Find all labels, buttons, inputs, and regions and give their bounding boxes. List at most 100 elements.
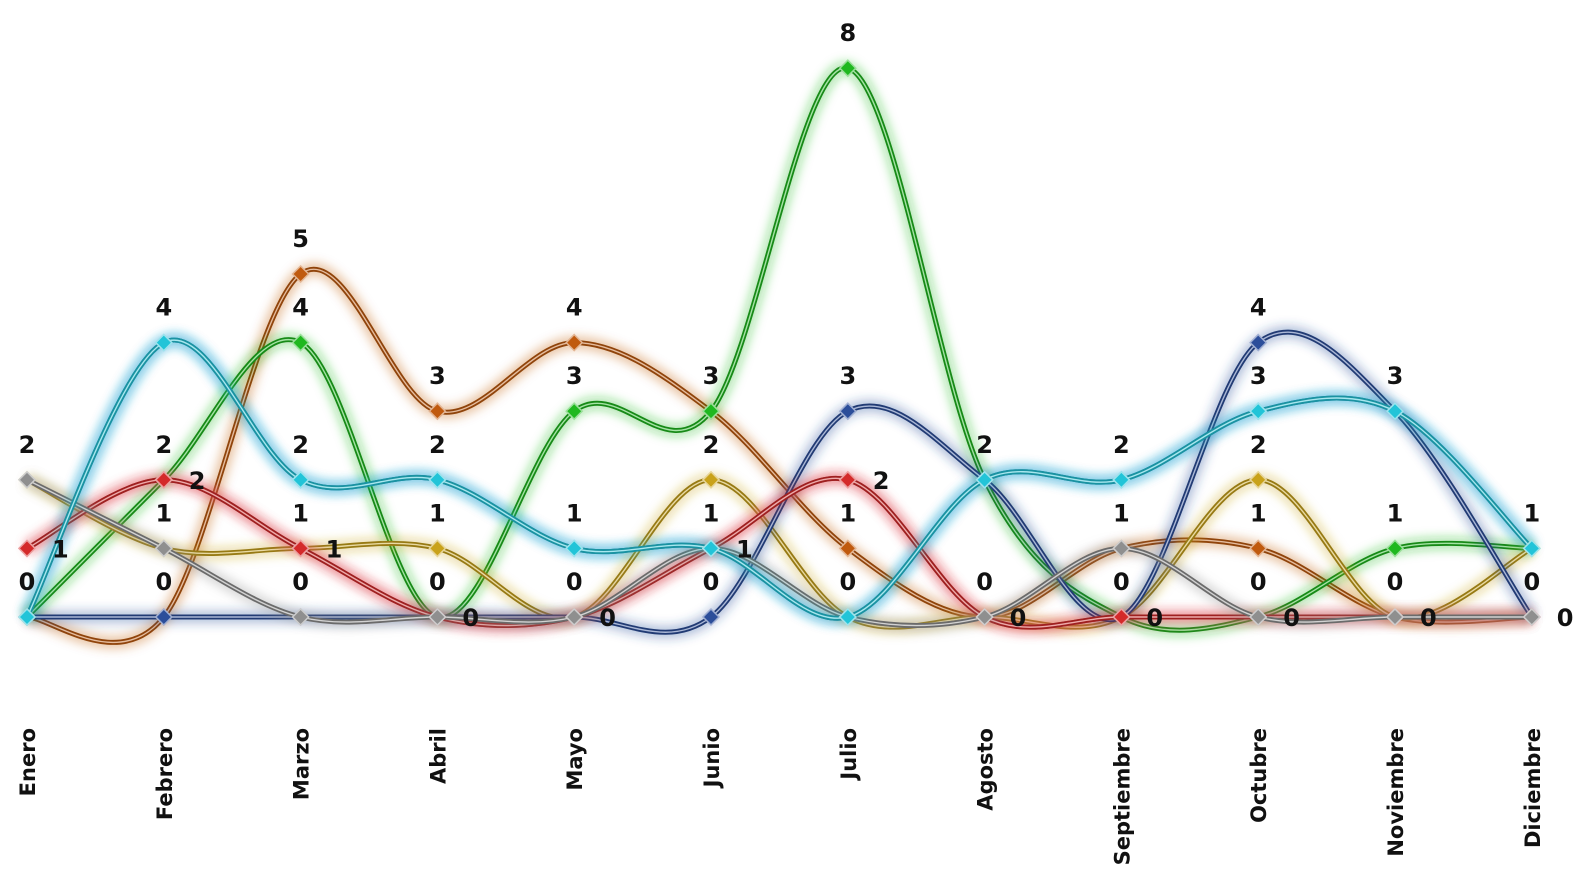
data-label: 4 xyxy=(155,294,172,322)
data-label: 1 xyxy=(429,499,446,527)
series-9 xyxy=(21,333,1537,625)
data-label: 4 xyxy=(292,294,309,322)
x-tick-label: Marzo xyxy=(290,728,314,800)
data-label: 1 xyxy=(703,499,720,527)
data-label: 0 xyxy=(1283,604,1300,632)
x-tick-label: Agosto xyxy=(974,728,998,811)
data-point xyxy=(975,607,994,627)
data-label: 1 xyxy=(1387,499,1404,527)
data-point xyxy=(154,539,173,558)
data-label: 0 xyxy=(1010,604,1027,632)
data-point xyxy=(428,470,447,489)
data-label: 0 xyxy=(976,568,993,596)
data-label: 1 xyxy=(1113,499,1130,527)
data-point xyxy=(291,333,310,352)
data-label: 2 xyxy=(976,431,993,459)
data-label: 0 xyxy=(839,568,856,596)
data-label: 4 xyxy=(566,294,583,322)
x-tick-label: Junio xyxy=(700,728,724,789)
data-label: 2 xyxy=(292,431,309,459)
data-point xyxy=(291,539,310,558)
data-label: 2 xyxy=(873,467,890,495)
data-label: 1 xyxy=(155,499,172,527)
data-label: 2 xyxy=(155,431,172,459)
data-point xyxy=(565,607,584,627)
data-point xyxy=(17,539,37,558)
data-label: 1 xyxy=(839,499,856,527)
data-point xyxy=(838,402,857,421)
data-point xyxy=(1249,539,1268,558)
x-tick-label: Abril xyxy=(426,728,450,784)
data-point xyxy=(291,607,310,627)
data-label: 1 xyxy=(1250,499,1267,527)
data-point xyxy=(428,402,447,421)
data-point xyxy=(1112,470,1131,489)
data-point xyxy=(565,539,584,558)
data-point xyxy=(565,402,584,421)
value-label-layer: 2104221054211032100431003211083210200210… xyxy=(19,19,1574,632)
x-tick-label: Noviembre xyxy=(1384,728,1408,857)
x-tick-label: Diciembre xyxy=(1521,728,1545,848)
data-label: 0 xyxy=(292,568,309,596)
x-axis: Enero Febrero Marzo Abril Mayo Junio Julio Agos… xyxy=(16,728,1545,865)
data-label: 1 xyxy=(326,535,343,563)
data-label: 0 xyxy=(703,568,720,596)
data-label: 8 xyxy=(839,19,856,47)
data-label: 2 xyxy=(703,431,720,459)
x-tick-label: Julio xyxy=(837,728,861,782)
data-label: 2 xyxy=(19,431,36,459)
data-point xyxy=(701,402,721,421)
data-label: 3 xyxy=(839,362,856,390)
data-label: 0 xyxy=(599,604,616,632)
data-label: 0 xyxy=(1420,604,1437,632)
data-point xyxy=(428,607,447,627)
data-point xyxy=(1112,607,1131,627)
data-label: 0 xyxy=(566,568,583,596)
data-label: 0 xyxy=(429,568,446,596)
data-label: 1 xyxy=(52,535,69,563)
data-label: 2 xyxy=(429,431,446,459)
data-point xyxy=(838,59,857,78)
data-point xyxy=(1249,470,1268,489)
data-point xyxy=(17,470,37,489)
data-point xyxy=(701,470,721,489)
data-point xyxy=(291,470,310,489)
series-layer xyxy=(21,61,1538,649)
data-point xyxy=(1249,402,1268,421)
data-label: 4 xyxy=(1250,294,1267,322)
data-point xyxy=(1522,539,1541,558)
data-point xyxy=(1385,607,1405,627)
data-point xyxy=(1385,539,1405,558)
data-point xyxy=(838,607,857,627)
data-point xyxy=(1249,333,1268,352)
data-point xyxy=(838,470,857,489)
data-label: 3 xyxy=(1250,362,1267,390)
data-point xyxy=(154,607,173,627)
data-point xyxy=(428,539,447,558)
data-label: 1 xyxy=(292,499,309,527)
x-tick-label: Febrero xyxy=(153,728,177,820)
data-point xyxy=(975,470,994,489)
data-label: 0 xyxy=(19,568,36,596)
data-point xyxy=(701,539,721,558)
data-point xyxy=(1112,539,1131,558)
data-label: 1 xyxy=(1523,499,1540,527)
x-tick-label: Mayo xyxy=(563,728,587,791)
data-label: 3 xyxy=(1387,362,1404,390)
data-label: 0 xyxy=(1250,568,1267,596)
data-point xyxy=(701,607,721,627)
data-label: 3 xyxy=(703,362,720,390)
data-point xyxy=(1385,402,1405,421)
data-label: 0 xyxy=(1523,568,1540,596)
series-9-highlight xyxy=(26,339,1533,619)
data-point xyxy=(838,539,857,558)
x-tick-label: Octubre xyxy=(1247,728,1271,823)
data-label: 1 xyxy=(566,499,583,527)
data-label: 2 xyxy=(1250,431,1267,459)
data-label: 0 xyxy=(155,568,172,596)
data-point xyxy=(565,333,584,352)
data-point xyxy=(291,264,310,284)
data-label: 1 xyxy=(736,535,753,563)
data-label: 0 xyxy=(1113,568,1130,596)
